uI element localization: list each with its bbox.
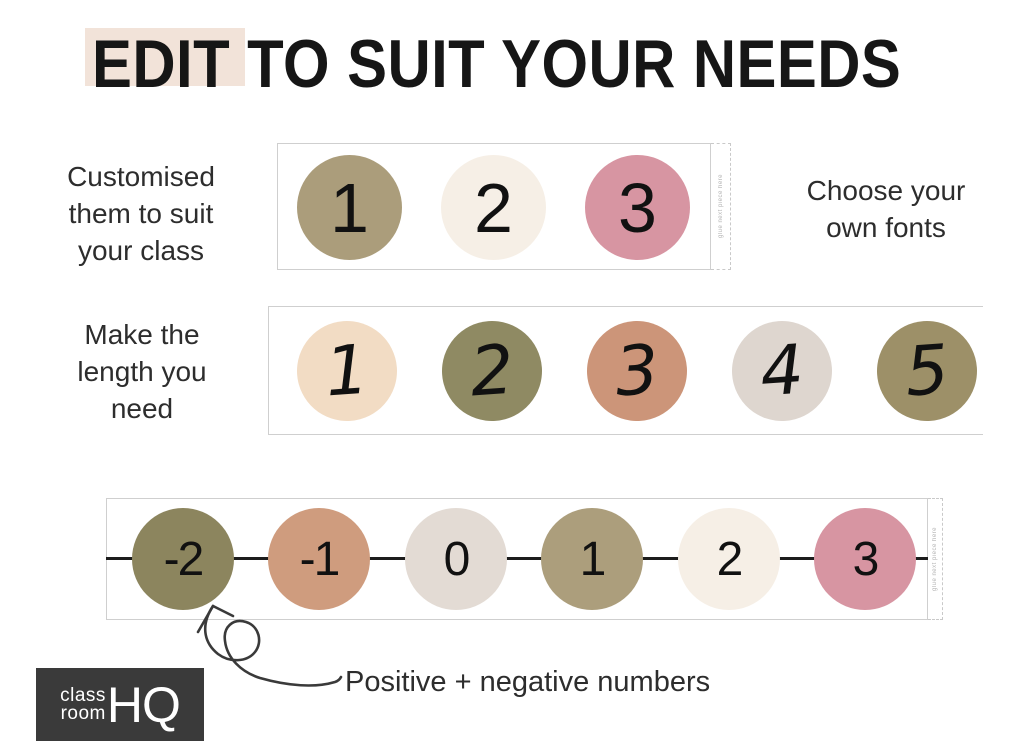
number-circle: 0 — [405, 508, 507, 610]
number-circle: 1 — [297, 155, 402, 260]
logo-word-top: class — [60, 685, 106, 707]
number-line — [106, 557, 928, 560]
strip-1-cut-tab: glue next piece here — [711, 143, 731, 270]
number-circle: -1 — [268, 508, 370, 610]
note-length: Make the length you need — [77, 319, 207, 424]
strip-1-tab-label: glue next piece here — [717, 174, 724, 239]
number-circle: 3 — [814, 508, 916, 610]
note-customised: Customised them to suit your class — [67, 161, 215, 266]
note-choose-fonts: Choose your own fonts — [806, 175, 966, 243]
logo-word-bottom: room — [60, 702, 106, 724]
page-title: EDIT TO SUIT YOUR NEEDS — [92, 26, 902, 102]
number-circle: 1 — [541, 508, 643, 610]
strip-3-tab-label: glue next piece here — [932, 526, 938, 592]
title-highlight-block — [85, 28, 245, 86]
number-circle: 2 — [678, 508, 780, 610]
number-circle: 3 — [585, 155, 690, 260]
curly-arrow-icon — [196, 604, 343, 687]
logo-wordmark: class room — [60, 685, 106, 724]
number-circle: 2 — [441, 155, 546, 260]
logo-suffix: HQ — [106, 676, 181, 733]
note-negatives: Positive + negative numbers — [345, 666, 711, 698]
classroomhq-logo: class room HQ — [36, 668, 204, 741]
number-circle: -2 — [132, 508, 234, 610]
strip-3-cut-tab: glue next piece here — [928, 498, 943, 620]
